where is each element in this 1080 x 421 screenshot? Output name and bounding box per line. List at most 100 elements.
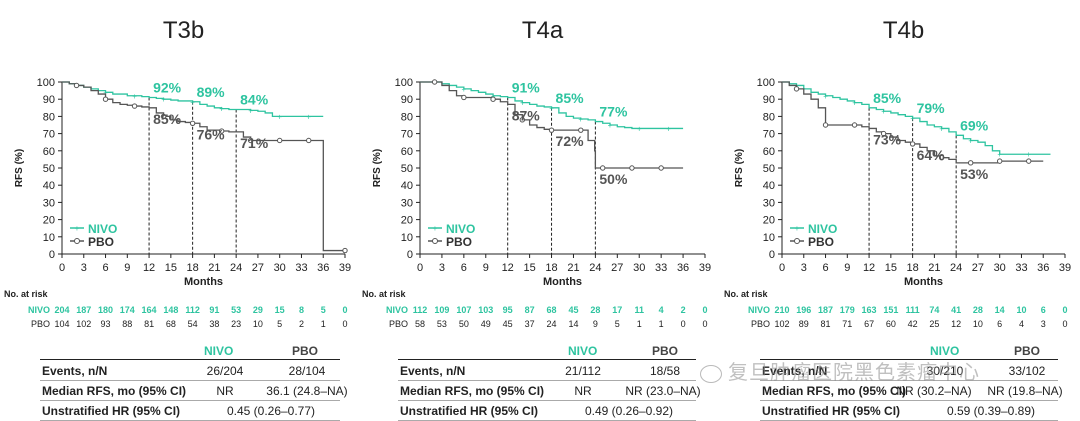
risk-value-pbo: 60 — [886, 319, 896, 329]
risk-value-nivo: 164 — [142, 305, 157, 315]
x-tick-label: 6 — [461, 262, 467, 274]
pbo-censor-mark — [548, 127, 555, 133]
risk-value-pbo: 42 — [908, 319, 918, 329]
pbo-censor-mark — [160, 113, 167, 120]
risk-value-nivo: 41 — [951, 305, 961, 315]
y-tick-label: 30 — [401, 197, 413, 209]
risk-value-pbo: 10 — [253, 319, 263, 329]
risk-value-pbo: 0 — [681, 319, 686, 329]
stats-events-pbo: 18/58 — [649, 364, 681, 378]
risk-value-nivo: 148 — [163, 305, 178, 315]
risk-row-label-pbo: PBO — [31, 319, 50, 329]
nivo-censor-mark: + — [823, 92, 828, 101]
watermark-text: 复旦肿瘤医院黑色素瘤中心 — [728, 362, 980, 384]
risk-row-label-nivo: NIVO — [748, 305, 770, 315]
pbo-censor-mark — [189, 120, 196, 126]
risk-value-nivo: 107 — [456, 305, 471, 315]
pbo-censor-mark — [490, 96, 496, 102]
y-tick-label: 60 — [763, 146, 775, 158]
stats-table-t4b: NIVO PBO Events, n/N 30/210 33/102 Media… — [760, 340, 1063, 421]
risk-value-nivo: 112 — [185, 305, 200, 315]
y-tick-label: 100 — [395, 77, 413, 89]
risk-value-nivo: 187 — [818, 305, 833, 315]
x-tick-label: 15 — [523, 262, 535, 274]
risk-value-pbo: 54 — [188, 319, 198, 329]
legend-pbo-label: PBO — [446, 235, 472, 249]
nivo-censor-mark: + — [881, 107, 886, 116]
legend-nivo-label: NIVO — [808, 222, 837, 236]
x-tick-label: 18 — [906, 262, 918, 274]
y-tick-label: 90 — [401, 94, 413, 106]
risk-value-pbo: 6 — [997, 319, 1002, 329]
stats-rule — [760, 400, 1058, 401]
legend-pbo-mark — [794, 238, 800, 244]
pbo-curve — [62, 81, 345, 252]
pbo-censor-mark — [658, 165, 664, 171]
risk-value-pbo: 89 — [799, 319, 809, 329]
x-axis-label: Months — [543, 276, 582, 288]
risk-value-pbo: 81 — [144, 319, 154, 329]
x-tick-label: 0 — [417, 262, 423, 274]
nivo-curve — [782, 81, 1051, 155]
stats-median-nivo: NR (30.2–NA) — [896, 384, 972, 398]
y-tick-label: 50 — [43, 163, 55, 175]
risk-value-nivo: 0 — [1062, 305, 1067, 315]
y-tick-label: 20 — [763, 215, 775, 227]
pbo-censor-mark — [909, 141, 916, 147]
stats-median-pbo: 36.1 (24.8–NA) — [266, 384, 348, 398]
y-tick-label: 0 — [49, 249, 55, 261]
stats-median-label: Median RFS, mo (95% CI) — [400, 384, 545, 398]
nivo-landmark-label: 84% — [240, 92, 269, 108]
risk-value-pbo: 23 — [231, 319, 241, 329]
risk-value-nivo: 163 — [862, 305, 877, 315]
nivo-landmark-label: 79% — [917, 100, 946, 116]
x-tick-label: 24 — [589, 262, 601, 274]
risk-value-nivo: 29 — [253, 305, 263, 315]
stats-hr-value: 0.59 (0.39–0.89) — [946, 404, 1036, 418]
pbo-censor-mark — [1026, 158, 1032, 164]
x-tick-label: 9 — [124, 262, 130, 274]
nivo-censor-mark: + — [637, 124, 642, 133]
pbo-landmark-label: 53% — [960, 166, 989, 182]
legend-nivo-mark: + — [75, 224, 80, 233]
stats-median-nivo: NR — [216, 384, 234, 398]
pbo-censor-mark — [247, 137, 254, 144]
nivo-censor-mark: + — [491, 92, 496, 101]
y-axis-label: RFS (%) — [372, 149, 383, 187]
x-tick-label: 27 — [252, 262, 264, 274]
risk-value-nivo: 10 — [1016, 305, 1026, 315]
pbo-censor-mark — [880, 130, 887, 137]
stats-table-t3b: NIVO PBO Events, n/N 26/204 28/104 Media… — [40, 340, 348, 421]
y-tick-label: 80 — [401, 111, 413, 123]
risk-value-nivo: 6 — [1041, 305, 1046, 315]
nivo-landmark-label: 89% — [197, 84, 226, 100]
legend-nivo-mark: + — [433, 224, 438, 233]
nivo-censor-mark: + — [578, 115, 583, 124]
risk-value-nivo: 68 — [547, 305, 557, 315]
stats-events-nivo: 21/112 — [565, 364, 601, 378]
risk-value-nivo: 174 — [120, 305, 135, 315]
legend-nivo-label: NIVO — [446, 222, 475, 236]
y-tick-label: 40 — [763, 180, 775, 192]
nivo-censor-mark: + — [103, 88, 108, 97]
x-tick-label: 36 — [317, 262, 329, 274]
risk-value-nivo: 210 — [774, 305, 789, 315]
pbo-landmark-label: 87% — [512, 107, 541, 123]
y-axis-label: RFS (%) — [14, 149, 25, 187]
stats-rule — [760, 359, 1058, 360]
risk-row-label-nivo: NIVO — [386, 305, 408, 315]
y-tick-label: 10 — [763, 232, 775, 244]
risk-value-pbo: 5 — [615, 319, 620, 329]
risk-value-pbo: 0 — [1062, 319, 1067, 329]
y-tick-label: 0 — [407, 249, 413, 261]
risk-value-pbo: 1 — [637, 319, 642, 329]
x-tick-label: 27 — [611, 262, 623, 274]
risk-value-pbo: 37 — [525, 319, 535, 329]
x-tick-label: 27 — [972, 262, 984, 274]
y-tick-label: 80 — [43, 111, 55, 123]
risk-value-pbo: 10 — [973, 319, 983, 329]
risk-value-pbo: 68 — [166, 319, 176, 329]
nivo-landmark-label: 77% — [599, 104, 628, 120]
nivo-censor-mark: + — [939, 124, 944, 133]
x-tick-label: 39 — [699, 262, 711, 274]
